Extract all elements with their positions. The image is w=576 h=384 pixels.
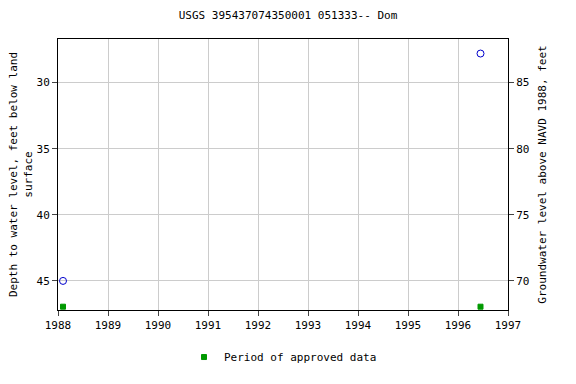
svg-text:75: 75 [516, 209, 529, 222]
svg-text:80: 80 [516, 143, 529, 156]
svg-text:1995: 1995 [395, 319, 422, 332]
svg-text:1990: 1990 [145, 319, 172, 332]
svg-text:Depth to water level, feet bel: Depth to water level, feet below landsur… [7, 52, 34, 297]
svg-text:Groundwater level above NAVD 1: Groundwater level above NAVD 1988, feet [536, 45, 549, 303]
svg-text:30: 30 [37, 76, 50, 89]
svg-text:1993: 1993 [295, 319, 322, 332]
svg-text:35: 35 [37, 143, 50, 156]
svg-text:1992: 1992 [245, 319, 272, 332]
svg-text:40: 40 [37, 209, 50, 222]
svg-text:USGS 395437074350001 051333--: USGS 395437074350001 051333-- Dom [179, 9, 398, 22]
svg-text:1996: 1996 [445, 319, 472, 332]
svg-text:Period of approved data: Period of approved data [224, 351, 376, 364]
svg-text:1997: 1997 [495, 319, 522, 332]
svg-text:1991: 1991 [195, 319, 222, 332]
svg-text:70: 70 [516, 275, 529, 288]
svg-text:1988: 1988 [45, 319, 72, 332]
svg-text:1994: 1994 [345, 319, 372, 332]
svg-text:45: 45 [37, 275, 50, 288]
svg-text:85: 85 [516, 76, 529, 89]
svg-text:1989: 1989 [95, 319, 122, 332]
